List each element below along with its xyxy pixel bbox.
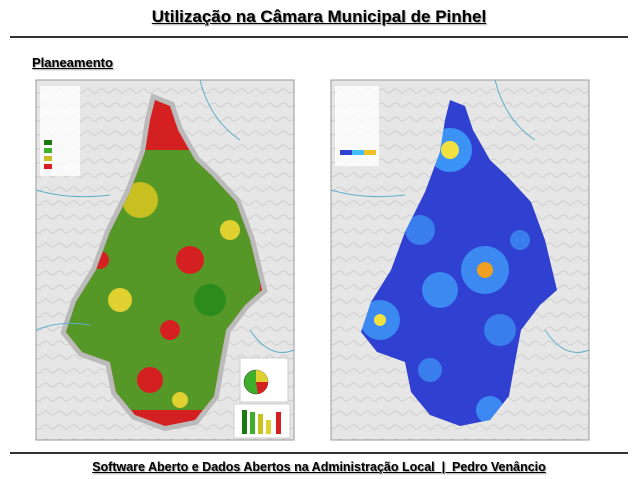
- footer: Software Aberto e Dados Abertos na Admin…: [92, 460, 546, 474]
- land-use-map: [35, 79, 295, 441]
- slide-title: Utilização na Câmara Municipal de Pinhel: [151, 7, 487, 26]
- section-title: Planeamento: [32, 55, 113, 70]
- density-map: [330, 79, 590, 441]
- footer-rule: [10, 452, 628, 454]
- maps: [35, 79, 590, 441]
- title-rule: [10, 36, 628, 38]
